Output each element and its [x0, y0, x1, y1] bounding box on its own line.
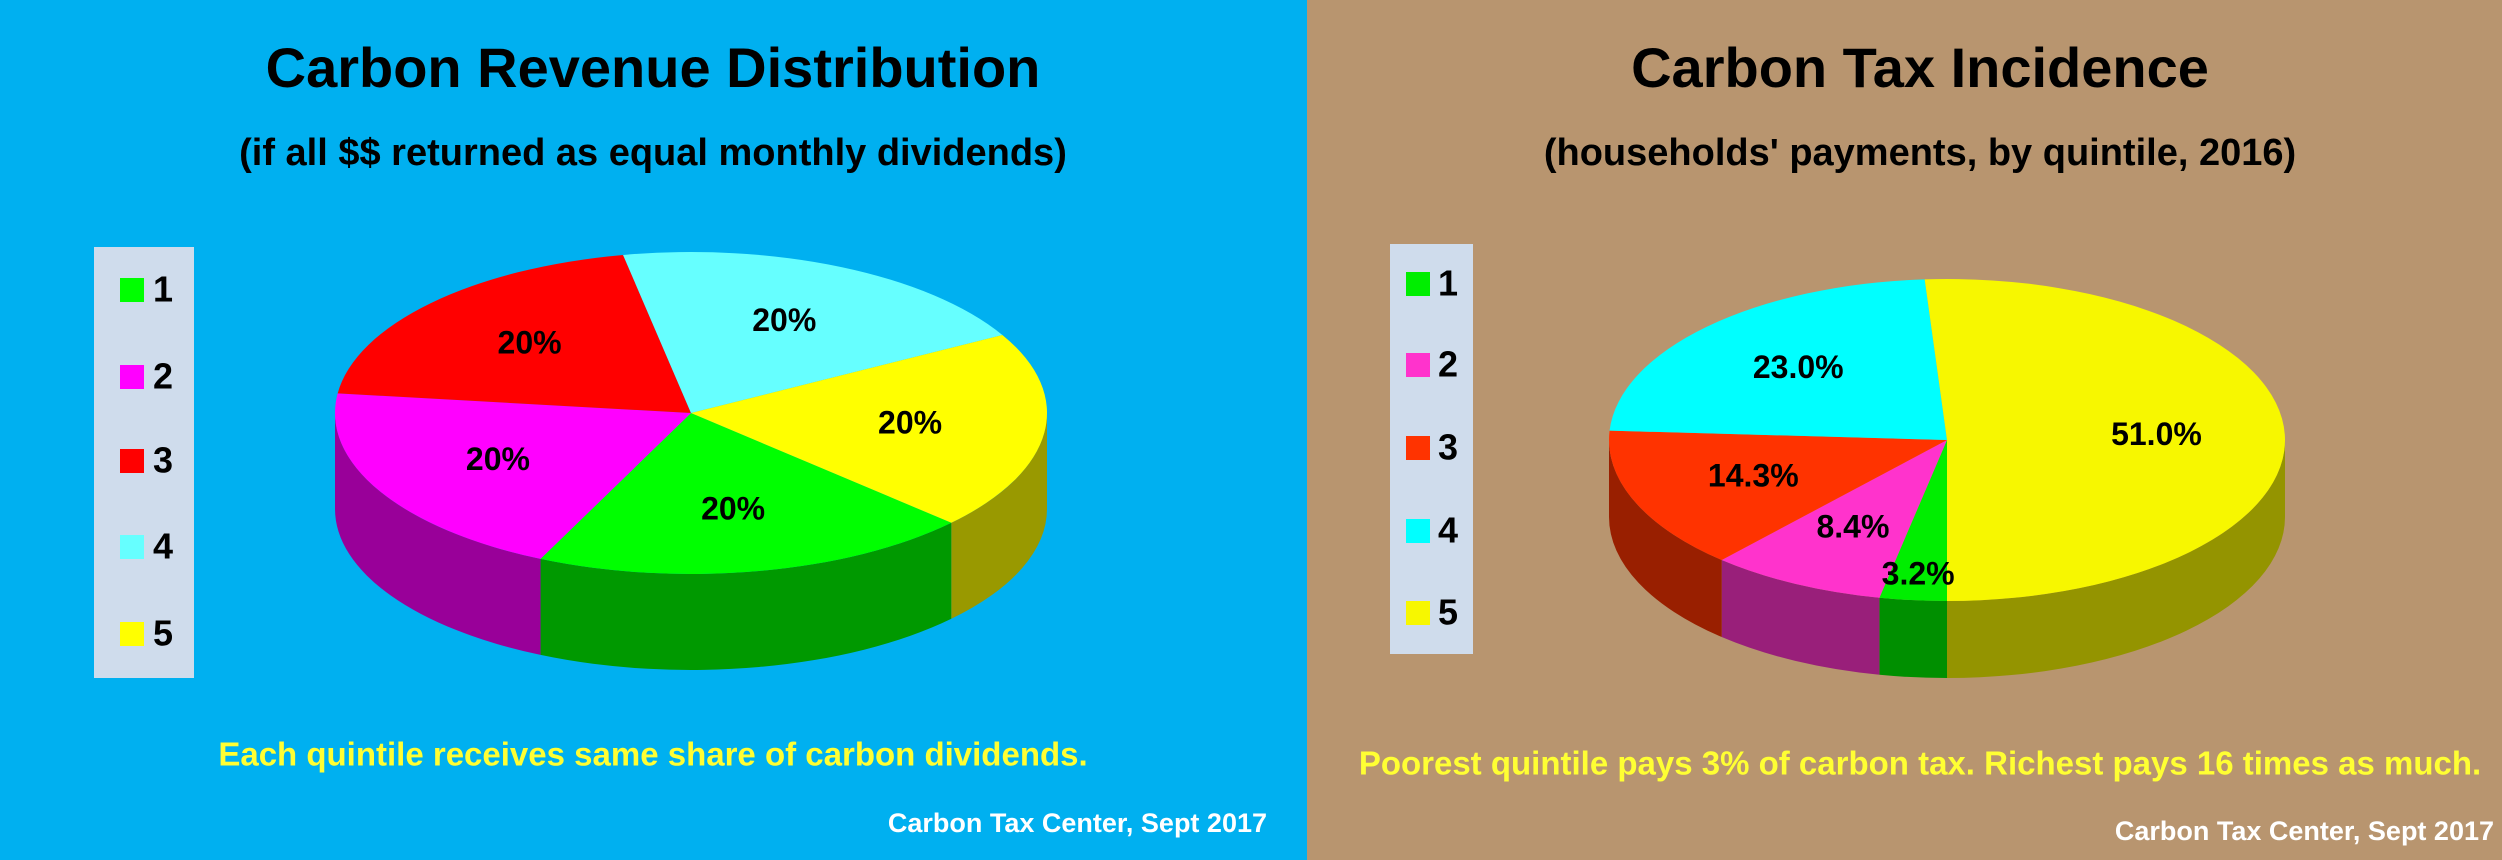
legend-swatch: [120, 365, 144, 389]
legend-box: [1390, 244, 1473, 654]
data-label: 3.2%: [1882, 556, 1955, 592]
data-label: 8.4%: [1816, 509, 1889, 545]
data-label: 51.0%: [2111, 416, 2202, 452]
legend-swatch: [1406, 436, 1430, 460]
legend-label: 1: [153, 269, 173, 310]
legend-label: 5: [153, 613, 173, 654]
source: Carbon Tax Center, Sept 2017: [888, 808, 1267, 838]
pie-slice: [691, 334, 1047, 523]
chart-subtitle: (if all $$ returned as equal monthly div…: [239, 132, 1067, 174]
data-label: 20%: [878, 405, 942, 441]
chart-subtitle: (households' payments, by quintile, 2016…: [1544, 132, 2296, 174]
legend-swatch: [120, 622, 144, 646]
chart-title: Carbon Revenue Distribution: [266, 36, 1041, 99]
pie-slice: [337, 254, 691, 413]
legend-swatch: [1406, 519, 1430, 543]
legend-swatch: [120, 535, 144, 559]
legend-label: 2: [153, 356, 173, 397]
slice-side: [1947, 440, 2285, 678]
slice-side: [1609, 440, 1722, 638]
data-label: 20%: [701, 490, 765, 526]
slice-side: [540, 522, 952, 670]
legend-swatch: [1406, 272, 1430, 296]
pie-slice: [623, 252, 1003, 413]
pie-slice: [1721, 440, 1947, 598]
data-label: 20%: [498, 324, 562, 360]
pie-slice: [540, 413, 952, 574]
legend-swatch: [120, 278, 144, 302]
annotation: Each quintile receives same share of car…: [218, 736, 1087, 773]
data-label: 23.0%: [1753, 349, 1844, 385]
legend-label: 3: [153, 440, 173, 481]
source: Carbon Tax Center, Sept 2017: [2115, 816, 2494, 846]
legend-swatch: [1406, 601, 1430, 625]
slice-side: [335, 413, 541, 655]
data-label: 20%: [752, 302, 816, 338]
data-label: 20%: [466, 441, 530, 477]
data-label: 14.3%: [1708, 458, 1799, 494]
annotation: Poorest quintile pays 3% of carbon tax. …: [1359, 745, 2481, 782]
pie-slice: [1924, 279, 2285, 601]
legend-swatch: [120, 449, 144, 473]
slice-side: [1879, 597, 1947, 678]
chart-title: Carbon Tax Incidence: [1631, 36, 2209, 99]
pie-slice: [1879, 440, 1947, 601]
legend-label: 4: [153, 526, 173, 567]
legend-label: 4: [1438, 510, 1458, 551]
pie-slice: [1609, 279, 1947, 440]
slice-side: [951, 413, 1047, 619]
pie-slice: [1609, 430, 1947, 561]
pie-slice: [335, 393, 691, 559]
legend-label: 5: [1438, 592, 1458, 633]
legend-label: 3: [1438, 427, 1458, 468]
legend-label: 1: [1438, 263, 1458, 304]
legend-label: 2: [1438, 344, 1458, 385]
legend-swatch: [1406, 353, 1430, 377]
slice-side: [1721, 560, 1880, 675]
